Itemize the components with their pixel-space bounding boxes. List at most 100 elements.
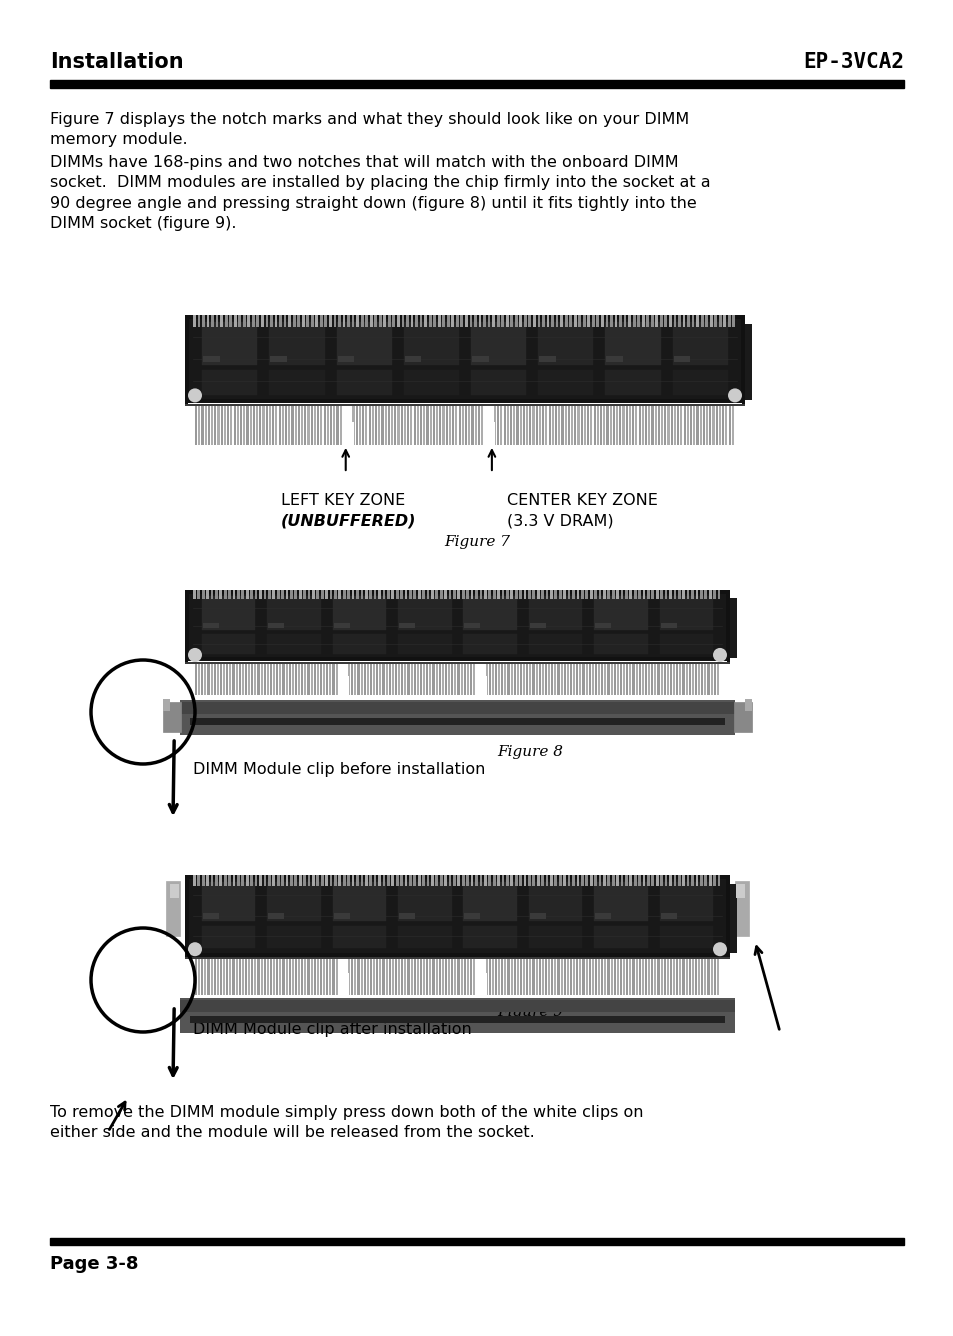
Bar [288, 315, 291, 327]
Bar [622, 406, 624, 445]
Bar [50, 80, 903, 88]
Bar [233, 315, 236, 327]
Bar [385, 959, 387, 995]
Bar [518, 875, 521, 886]
Bar [487, 315, 490, 327]
Bar [472, 355, 488, 362]
Circle shape [188, 389, 202, 402]
Bar [715, 406, 717, 445]
Bar [688, 664, 690, 695]
Bar [189, 319, 740, 399]
Bar [624, 591, 627, 600]
Bar [625, 406, 627, 445]
Bar [488, 591, 491, 600]
Bar [476, 676, 486, 695]
Bar [545, 406, 547, 445]
Bar [469, 315, 472, 327]
Bar [695, 664, 697, 695]
Bar [241, 875, 244, 886]
Bar [673, 591, 676, 600]
Bar [704, 315, 707, 327]
Bar [410, 406, 412, 445]
Text: Figure 7 displays the notch marks and what they should look like on your DIMM
me: Figure 7 displays the notch marks and wh… [50, 112, 688, 147]
Text: To remove the DIMM module simply press down both of the white clips on
either si: To remove the DIMM module simply press d… [50, 1105, 643, 1141]
Bar [251, 959, 253, 995]
Bar [538, 406, 540, 445]
Bar [438, 959, 440, 995]
Bar [548, 664, 550, 695]
Bar [281, 875, 284, 886]
Bar [314, 406, 315, 445]
Bar [403, 370, 458, 394]
Bar [457, 664, 459, 695]
Bar [566, 959, 568, 995]
Bar [211, 315, 213, 327]
Bar [664, 875, 667, 886]
Bar [686, 406, 688, 445]
Bar [659, 875, 662, 886]
Bar [269, 406, 271, 445]
Bar [429, 959, 431, 995]
Bar [576, 959, 578, 995]
Bar [225, 315, 228, 327]
Bar [233, 875, 235, 886]
Bar [250, 875, 253, 886]
Bar [464, 315, 467, 327]
Bar [449, 406, 451, 445]
Bar [397, 596, 451, 631]
Bar [676, 664, 678, 695]
Bar [488, 959, 490, 995]
Bar [367, 959, 369, 995]
Bar [576, 664, 578, 695]
Bar [237, 875, 239, 886]
Bar [233, 406, 235, 445]
Bar [268, 875, 271, 886]
Bar [166, 880, 180, 937]
Bar [307, 406, 310, 445]
Bar [194, 406, 197, 445]
Bar [339, 406, 341, 445]
Bar [611, 591, 614, 600]
Bar [301, 959, 303, 995]
Bar [384, 406, 386, 445]
Bar [657, 959, 659, 995]
Bar [686, 315, 689, 327]
Bar [223, 959, 225, 995]
Bar [695, 959, 697, 995]
Bar [358, 406, 360, 445]
Bar [525, 406, 528, 445]
Bar [529, 959, 531, 995]
Bar [646, 591, 649, 600]
Bar [294, 664, 296, 695]
Bar [266, 406, 268, 445]
Text: LEFT KEY ZONE: LEFT KEY ZONE [280, 493, 404, 508]
Bar [679, 664, 680, 695]
Bar [700, 591, 702, 600]
Bar [663, 959, 665, 995]
Bar [279, 315, 282, 327]
Bar [659, 882, 713, 921]
Bar [522, 959, 524, 995]
Bar [360, 959, 362, 995]
Bar [703, 591, 706, 600]
Circle shape [188, 648, 202, 661]
Bar [294, 875, 296, 886]
Bar [659, 315, 662, 327]
Bar [259, 406, 261, 445]
Bar [312, 875, 314, 886]
Bar [442, 315, 445, 327]
Bar [713, 591, 715, 600]
Bar [433, 315, 436, 327]
Bar [203, 912, 218, 919]
Bar [635, 406, 637, 445]
Bar [537, 315, 539, 327]
Bar [316, 959, 318, 995]
Bar [590, 406, 592, 445]
Bar [602, 591, 605, 600]
Bar [629, 591, 632, 600]
Bar [267, 959, 269, 995]
Bar [744, 699, 751, 711]
Bar [399, 875, 402, 886]
Bar [370, 315, 373, 327]
Bar [595, 664, 597, 695]
